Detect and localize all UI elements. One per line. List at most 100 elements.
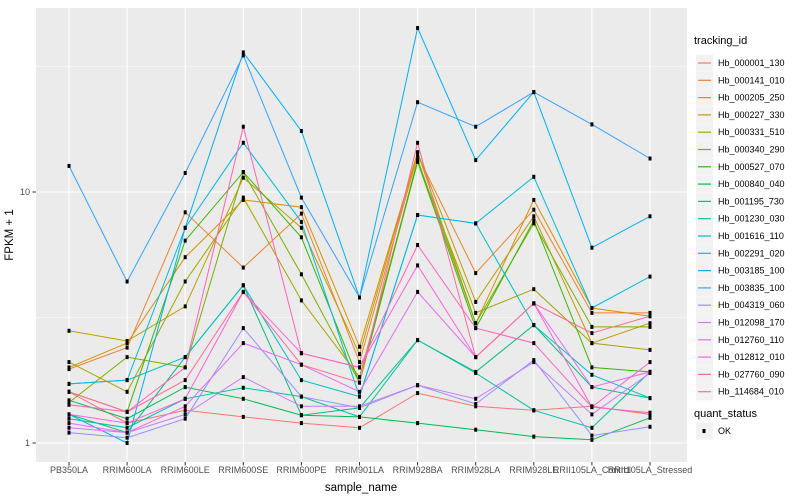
data-point: [532, 207, 536, 212]
legend-item-label: Hb_000840_040: [718, 179, 785, 189]
legend-item-quant: OK: [696, 422, 731, 440]
data-point: [590, 433, 594, 438]
data-point: [590, 245, 594, 250]
data-point: [474, 158, 478, 163]
data-point: [648, 396, 652, 401]
data-point: [125, 430, 129, 435]
data-point: [299, 219, 303, 224]
data-point: [299, 351, 303, 356]
data-point: [299, 225, 303, 230]
data-point: [241, 289, 245, 294]
data-point: [183, 304, 187, 309]
data-point: [416, 157, 420, 162]
data-point: [241, 283, 245, 288]
data-point: [183, 279, 187, 284]
legend-item-label: Hb_000340_290: [718, 145, 785, 155]
data-point: [241, 124, 245, 129]
data-point: [474, 271, 478, 276]
plot-panel: [36, 8, 687, 462]
data-point: [532, 221, 536, 226]
data-point: [474, 326, 478, 331]
data-point: [474, 427, 478, 432]
data-point: [590, 385, 594, 390]
data-point: [590, 122, 594, 127]
legend-item-label: Hb_114684_010: [718, 387, 784, 397]
legend-item-label: Hb_000141_010: [718, 75, 785, 85]
points-layer: [67, 26, 652, 445]
data-point: [241, 50, 245, 55]
legend-item-label: Hb_003185_100: [718, 266, 785, 276]
data-point: [416, 263, 420, 268]
legend-item: Hb_000141_010: [696, 71, 785, 89]
legend-item: Hb_114684_010: [696, 383, 784, 401]
legend-item: Hb_001230_030: [696, 210, 785, 228]
data-point: [416, 383, 420, 388]
data-point: [532, 323, 536, 328]
x-tick-label: RRII105LA_Control: [553, 465, 631, 475]
data-point: [183, 385, 187, 390]
data-point: [474, 404, 478, 409]
data-point: [299, 362, 303, 367]
x-tick-label: RRII105LA_Stressed: [608, 465, 693, 475]
legend-key-square: [702, 429, 706, 433]
data-point: [67, 421, 71, 426]
data-point: [125, 425, 129, 430]
data-point: [532, 341, 536, 346]
data-point: [590, 331, 594, 336]
legend-item: Hb_003185_100: [696, 262, 785, 280]
x-tick-label: RRIM928LA: [451, 465, 500, 475]
data-point: [241, 170, 245, 175]
data-point: [67, 402, 71, 407]
data-point: [67, 163, 71, 168]
x-tick-label: RRIM600LA: [103, 465, 152, 475]
data-point: [532, 197, 536, 202]
data-point: [358, 389, 361, 394]
data-point: [648, 424, 652, 429]
data-point: [416, 421, 420, 426]
x-tick-label: RRIM600SE: [218, 465, 268, 475]
legend-item-label: Hb_012098_170: [718, 318, 785, 328]
data-point: [183, 412, 187, 417]
data-point: [241, 195, 245, 200]
data-point: [299, 404, 303, 409]
data-point: [532, 360, 536, 365]
data-point: [67, 398, 71, 403]
data-point: [648, 214, 652, 219]
legend-item-label: Hb_012760_110: [718, 335, 784, 345]
data-point: [358, 360, 361, 365]
data-point: [299, 272, 303, 277]
legend-item-label: Hb_001230_030: [718, 214, 785, 224]
data-point: [648, 310, 652, 315]
data-point: [358, 404, 361, 409]
data-point: [125, 421, 129, 426]
data-point: [358, 344, 361, 349]
data-point: [183, 225, 187, 230]
data-point: [532, 287, 536, 292]
data-point: [299, 235, 303, 240]
data-point: [590, 437, 594, 442]
data-point: [241, 375, 245, 380]
data-point: [590, 324, 594, 329]
data-point: [532, 90, 536, 95]
data-point: [67, 381, 71, 386]
data-point: [474, 402, 478, 406]
legend-item-label: Hb_012812_010: [718, 352, 785, 362]
data-point: [474, 355, 478, 360]
data-point: [416, 391, 420, 396]
data-point: [358, 394, 361, 399]
data-point: [474, 221, 478, 226]
y-axis-title: FPKM + 1: [4, 209, 16, 260]
data-point: [299, 378, 303, 383]
data-point: [67, 412, 71, 417]
data-point: [474, 321, 478, 326]
legend-item: Hb_000527_070: [696, 158, 785, 176]
data-point: [590, 372, 594, 377]
data-point: [183, 404, 187, 409]
data-point: [241, 197, 245, 202]
data-point: [416, 153, 420, 158]
x-tick-label: PB350LA: [50, 465, 88, 475]
data-point: [590, 310, 594, 315]
data-point: [241, 385, 245, 390]
data-point: [241, 265, 245, 270]
data-point: [358, 414, 361, 419]
